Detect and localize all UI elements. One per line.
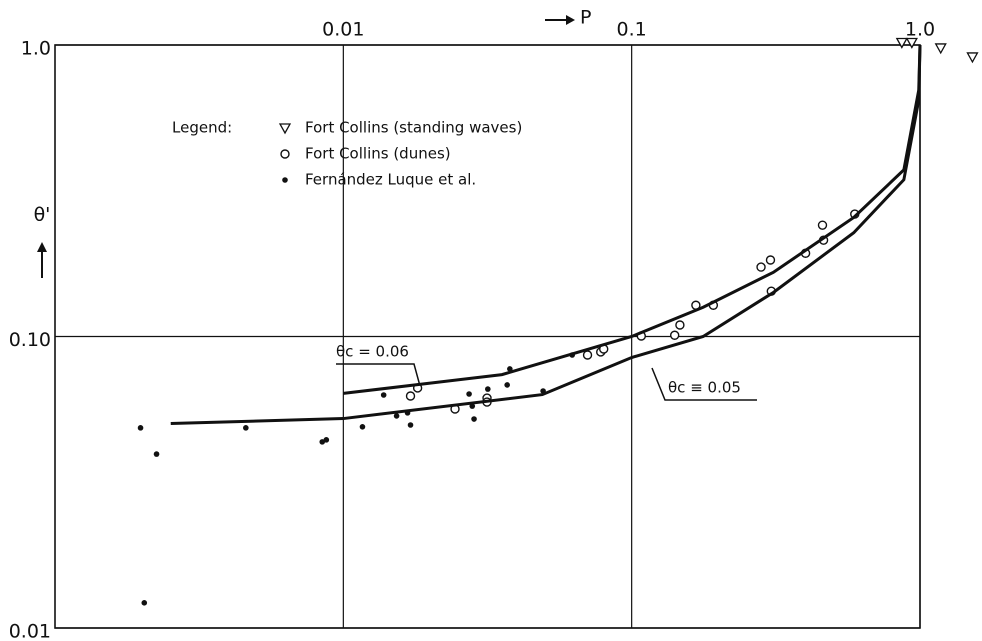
x-tick-label: 1.0: [905, 19, 935, 41]
dot-marker: [507, 366, 513, 372]
circle-marker: [405, 391, 416, 401]
curve: [170, 44, 922, 425]
triangle-marker: [905, 37, 918, 49]
dot-marker: [471, 416, 477, 422]
circle-marker: [756, 262, 766, 272]
dot-marker: [141, 600, 148, 606]
curve-label-leader: [651, 367, 757, 401]
legend-title: Legend:: [172, 119, 232, 137]
circle-marker: [669, 330, 680, 340]
circle-marker: [765, 255, 776, 265]
dot-marker: [393, 413, 400, 419]
curve-label-leader: [336, 363, 421, 387]
dot-marker: [323, 437, 330, 443]
dot-marker: [504, 382, 510, 388]
dot-marker: [485, 386, 491, 392]
dot-marker: [466, 391, 472, 397]
triangle-marker: [966, 52, 979, 64]
x-tick-label: 0.01: [322, 19, 364, 41]
dot-marker: [243, 425, 249, 431]
circle-marker: [582, 350, 593, 360]
x-axis-label: P: [580, 7, 591, 29]
circle-marker: [817, 220, 828, 230]
dot-marker: [359, 424, 366, 430]
legend-label: Fernández Luque et al.: [305, 171, 476, 189]
dot-marker: [282, 177, 288, 183]
y-tick-label: 0.01: [9, 621, 51, 641]
curve: [343, 44, 922, 395]
curve-label: θc = 0.06: [336, 343, 409, 361]
dot-marker: [380, 392, 387, 398]
y-tick-label: 1.0: [21, 38, 51, 60]
legend-label: Fort Collins (dunes): [305, 145, 451, 163]
y-label-arrow-head: [37, 242, 47, 252]
y-tick-label: 0.10: [9, 329, 51, 351]
legend-label: Fort Collins (standing waves): [305, 119, 522, 137]
circle-marker: [675, 320, 685, 330]
dot-marker: [469, 403, 476, 409]
dot-marker: [153, 451, 160, 457]
x-tick-label: 0.1: [617, 19, 647, 41]
dot-marker: [137, 425, 144, 431]
y-axis-label: θ': [34, 204, 51, 226]
triangle-marker: [278, 123, 292, 135]
triangle-marker: [934, 43, 947, 55]
curve-label: θc ≡ 0.05: [668, 379, 741, 397]
circle-marker: [280, 149, 290, 159]
dot-marker: [407, 422, 414, 428]
x-label-arrow-head: [566, 15, 575, 25]
triangle-marker: [895, 37, 908, 49]
